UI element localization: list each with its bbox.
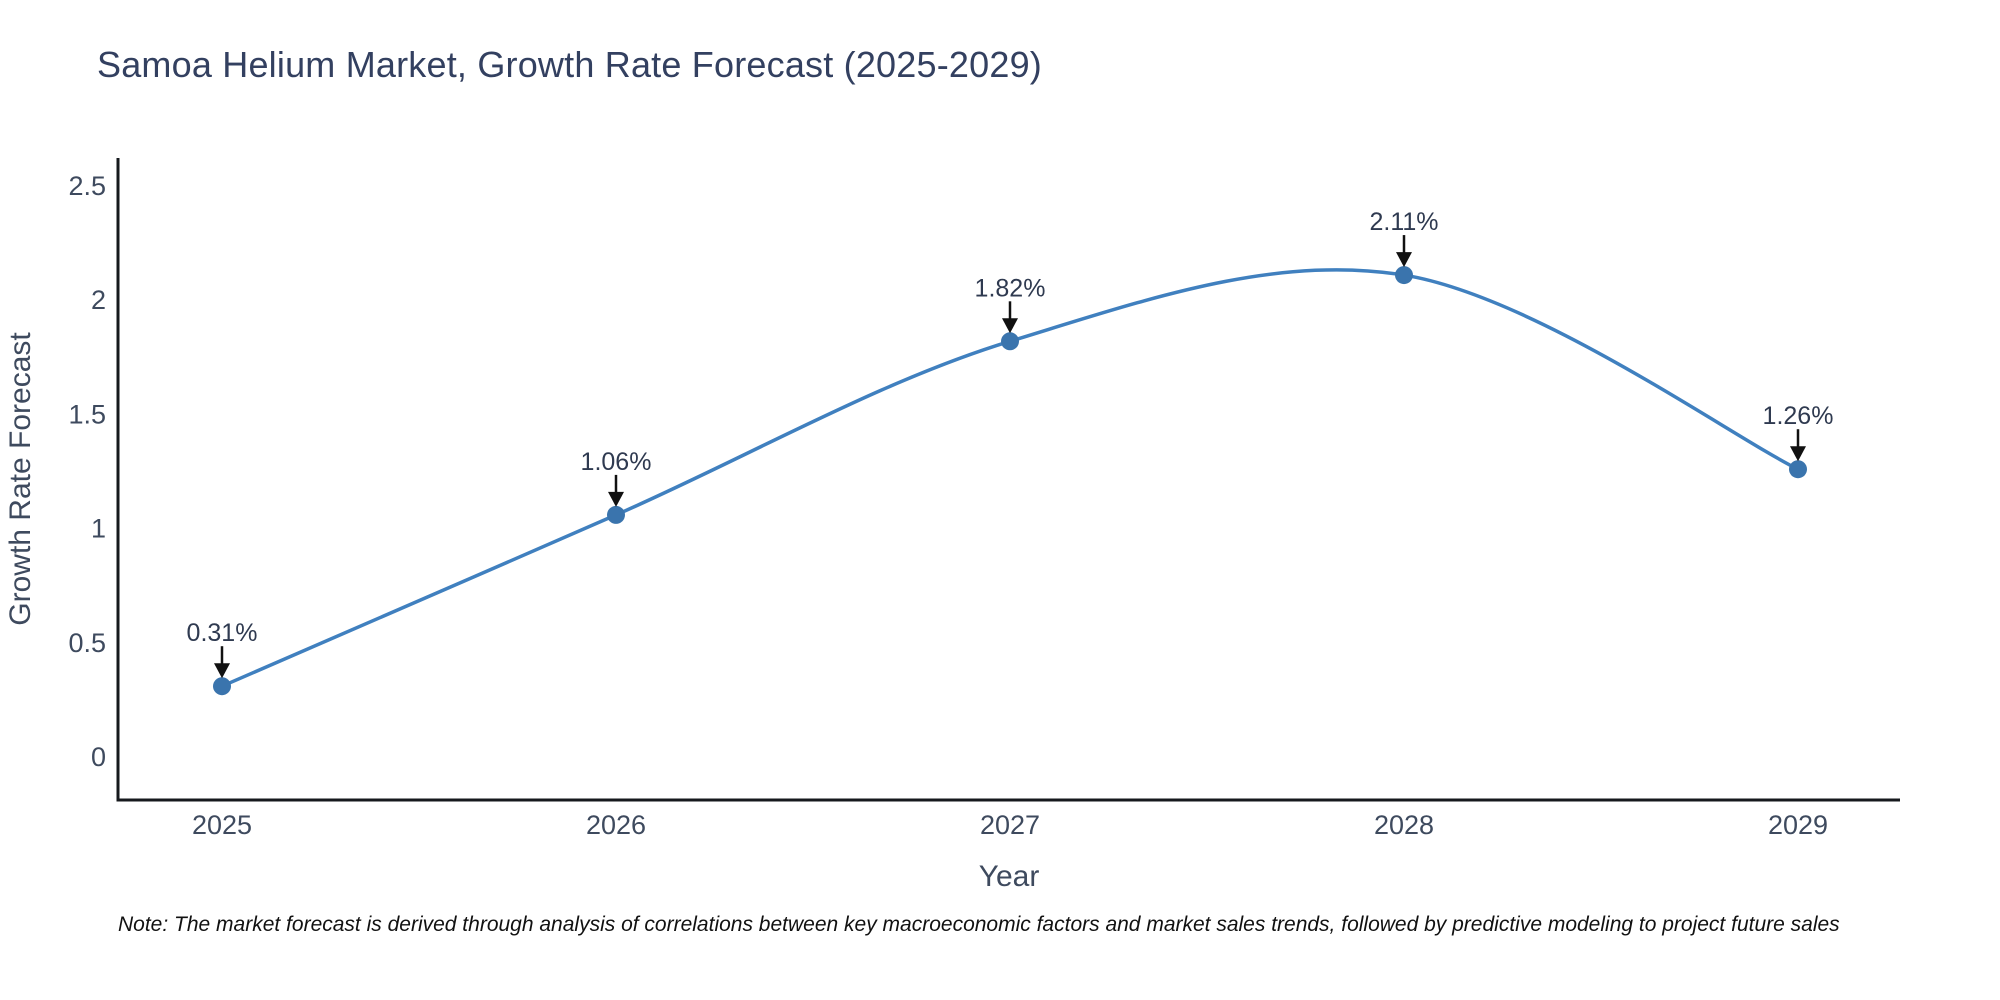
annotation-arrowhead — [214, 663, 230, 679]
annotation-label: 1.82% — [975, 274, 1046, 302]
data-point-2028[interactable] — [1395, 266, 1413, 285]
x-tick-label: 2029 — [1768, 810, 1828, 840]
x-tick-label: 2026 — [586, 810, 646, 840]
chart-footnote: Note: The market forecast is derived thr… — [118, 913, 1840, 936]
x-tick-label: 2027 — [980, 810, 1040, 840]
x-tick-label: 2028 — [1374, 810, 1434, 840]
data-point-2025[interactable] — [213, 677, 231, 696]
y-tick-label: 1.5 — [68, 399, 106, 429]
y-tick-label: 2.5 — [68, 171, 106, 201]
annotation-label: 1.06% — [581, 448, 652, 476]
annotation-arrowhead — [1002, 318, 1018, 334]
y-axis-title: Growth Rate Forecast — [4, 332, 37, 626]
data-point-2026[interactable] — [607, 505, 625, 524]
x-axis-title: Year — [979, 860, 1040, 893]
annotation-label: 2.11% — [1369, 208, 1438, 236]
data-point-2027[interactable] — [1001, 332, 1019, 351]
data-point-2029[interactable] — [1789, 460, 1807, 479]
x-tick-label: 2025 — [192, 810, 252, 840]
y-tick-label: 0 — [91, 742, 106, 772]
annotation-arrowhead — [608, 491, 624, 507]
annotation-arrowhead — [1790, 446, 1806, 462]
y-tick-label: 2 — [91, 285, 106, 315]
y-tick-label: 1 — [91, 514, 106, 544]
y-tick-label: 0.5 — [68, 628, 106, 658]
annotation-arrowhead — [1396, 252, 1412, 268]
chart-title: Samoa Helium Market, Growth Rate Forecas… — [97, 44, 1042, 85]
annotation-label: 0.31% — [187, 619, 258, 647]
annotation-label: 1.26% — [1763, 402, 1834, 430]
